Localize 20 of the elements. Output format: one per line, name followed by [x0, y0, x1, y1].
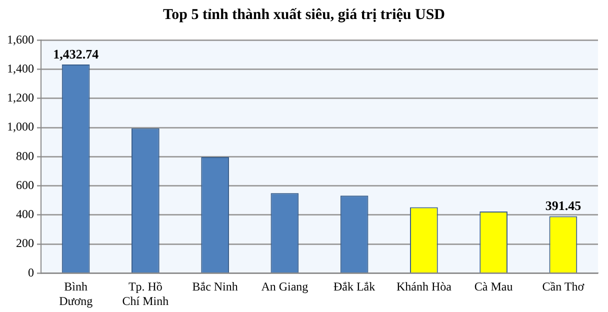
- y-tick-label: 400: [16, 207, 34, 222]
- x-tick-label: Bình Dương: [59, 280, 93, 308]
- y-tick-label: 200: [16, 236, 34, 250]
- x-tick-label: Tp. Hồ Chí Minh: [122, 280, 169, 308]
- y-tick-label: 1,400: [7, 61, 34, 76]
- y-tick-label: 600: [16, 178, 34, 192]
- x-tick-label: Cần Thơ: [542, 280, 585, 294]
- x-tick-label: An Giang: [261, 280, 308, 294]
- chart-title: Top 5 tỉnh thành xuất siêu, giá trị triệu USD: [162, 6, 446, 25]
- x-tick-label: Đắk Lắk: [333, 280, 376, 294]
- y-tick-label: 1,200: [7, 90, 34, 105]
- y-tick-label: 1,000: [7, 120, 34, 134]
- y-tick-label: 1,600: [7, 32, 34, 46]
- y-tick-label: 0: [28, 265, 34, 280]
- data-label: 1,432.74: [53, 46, 100, 62]
- y-tick-label: 800: [16, 148, 34, 163]
- x-tick-label: Cà Mau: [474, 280, 513, 294]
- data-label: 391.45: [545, 198, 582, 214]
- x-tick-label: Bắc Ninh: [192, 280, 238, 294]
- x-tick-label: Khánh Hòa: [396, 280, 452, 294]
